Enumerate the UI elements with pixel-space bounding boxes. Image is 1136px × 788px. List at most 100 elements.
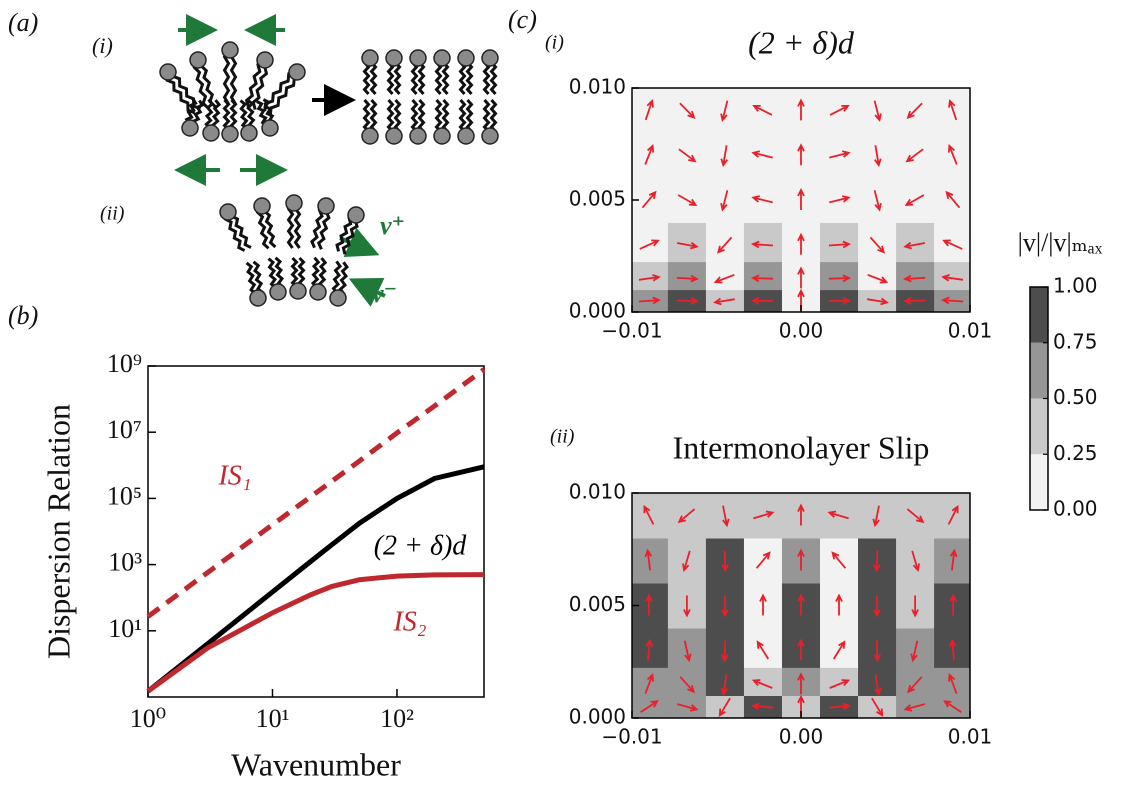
- magnitude-cell: [632, 222, 668, 262]
- y-tick-label: 10⁷: [107, 415, 142, 444]
- colorbar-tick-label: 0.25: [1053, 441, 1098, 465]
- magnitude-cell: [632, 628, 668, 668]
- chart-title: (2 + δ)d: [748, 24, 855, 60]
- lipid-head: [257, 52, 273, 68]
- colorbar-band: [1030, 454, 1048, 510]
- lipid-head: [222, 42, 238, 58]
- magnitude-cell: [632, 88, 668, 133]
- lipid-head: [348, 207, 364, 223]
- colorbar-band: [1030, 343, 1048, 399]
- page: {"figure": {"panel_a": "(a)", "panel_a_i…: [0, 0, 1136, 788]
- x-tick-label: 0.00: [779, 319, 824, 343]
- panel-label: (ii): [100, 203, 125, 225]
- y-axis-label: Dispersion Relation: [40, 404, 76, 659]
- y-tick-label: 0.010: [569, 75, 626, 99]
- lipid-head: [330, 290, 346, 306]
- lipid-head: [190, 52, 206, 68]
- series-label: (2 + δ)d: [374, 530, 468, 561]
- x-axis-label: Wavenumber: [231, 746, 401, 782]
- lipid-head: [310, 284, 326, 300]
- magnitude-cell: [632, 133, 668, 178]
- panel-label: (c): [508, 5, 537, 34]
- magnitude-cell: [632, 262, 668, 291]
- magnitude-cell: [706, 262, 745, 291]
- figure: (a) (i) (ii) (b) (c) (i) (ii) v⁺ v⁻ 10⁰1…: [0, 0, 1136, 788]
- colorbar-label: |v|/|v|ₘₐₓ: [1018, 228, 1103, 257]
- magnitude-cell: [820, 667, 859, 696]
- panel-label: (ii): [550, 426, 575, 448]
- lipid-head: [318, 198, 334, 214]
- x-tick-label: 0.01: [948, 319, 993, 343]
- x-tick-label: 10⁰: [130, 704, 166, 733]
- lipid-head: [386, 128, 402, 144]
- panel-label: (b): [8, 301, 38, 330]
- x-tick-label: 0.00: [779, 725, 824, 749]
- lipid-head: [362, 128, 378, 144]
- panel-label: (i): [545, 32, 564, 54]
- y-tick-label: 10⁹: [107, 349, 142, 378]
- magnitude-cell: [632, 696, 668, 719]
- y-tick-label: 0.005: [569, 187, 626, 211]
- panel-label: (a): [8, 8, 38, 37]
- lipid-head: [482, 128, 498, 144]
- magnitude-cell: [934, 222, 970, 262]
- x-tick-label: 10¹: [256, 704, 290, 733]
- lipid-head: [286, 195, 302, 211]
- series-label: IS₂: [392, 606, 426, 637]
- magnitude-cell: [668, 667, 707, 696]
- y-tick-label: 0.000: [569, 705, 626, 729]
- y-tick-label: 0.010: [569, 480, 626, 504]
- lipid-head: [434, 50, 450, 66]
- magnitude-cell: [896, 262, 935, 291]
- colorbar-band: [1030, 399, 1048, 455]
- colorbar-tick-label: 0.00: [1053, 497, 1098, 521]
- magnitude-cell: [668, 222, 707, 262]
- magnitude-cell: [744, 262, 783, 291]
- lipid-head: [362, 50, 378, 66]
- magnitude-cell: [744, 222, 783, 262]
- magnitude-cell: [668, 262, 707, 291]
- colorbar-tick-label: 0.75: [1053, 329, 1098, 353]
- series-line: [148, 575, 484, 692]
- lipid-head: [220, 204, 236, 220]
- lipid-head: [289, 64, 305, 80]
- series-line: [148, 369, 484, 616]
- magnitude-cell: [896, 222, 935, 262]
- lipid-head: [182, 120, 198, 136]
- magnitude-cell: [744, 628, 783, 668]
- lipid-head: [410, 50, 426, 66]
- x-tick-label: 0.01: [948, 725, 993, 749]
- y-tick-label: 10³: [108, 548, 142, 577]
- colorbar-tick-label: 0.50: [1053, 385, 1098, 409]
- panel-label: (i): [92, 33, 113, 58]
- magnitude-cell: [632, 538, 668, 584]
- velocity-label: v⁺: [380, 211, 405, 240]
- lipid-head: [241, 125, 257, 141]
- magnitude-cell: [896, 667, 935, 696]
- lipid-head: [160, 64, 176, 80]
- series-label: IS₁: [217, 460, 251, 491]
- magnitude-cell: [934, 262, 970, 291]
- lipid-head: [434, 128, 450, 144]
- x-tick-label: 10²: [380, 704, 414, 733]
- magnitude-cell: [820, 262, 859, 291]
- lipid-head: [222, 126, 238, 142]
- magnitude-cell: [744, 667, 783, 696]
- lipid-head: [290, 283, 306, 299]
- y-tick-label: 0.000: [569, 299, 626, 323]
- lipid-head: [482, 50, 498, 66]
- y-tick-label: 0.005: [569, 592, 626, 616]
- magnitude-cell: [858, 262, 897, 291]
- colorbar-band: [1030, 287, 1048, 343]
- chart-title: Intermonolayer Slip: [673, 429, 930, 465]
- magnitude-cell: [820, 222, 859, 262]
- lipid-diagram: [160, 30, 498, 306]
- y-tick-label: 10⁵: [107, 481, 142, 510]
- magnitude-cell: [632, 493, 668, 539]
- lipid-head: [458, 50, 474, 66]
- lipid-head: [270, 284, 286, 300]
- lipid-head: [250, 290, 266, 306]
- colorbar-tick-label: 1.00: [1053, 274, 1098, 298]
- lipid-head: [203, 125, 219, 141]
- lipid-head: [410, 128, 426, 144]
